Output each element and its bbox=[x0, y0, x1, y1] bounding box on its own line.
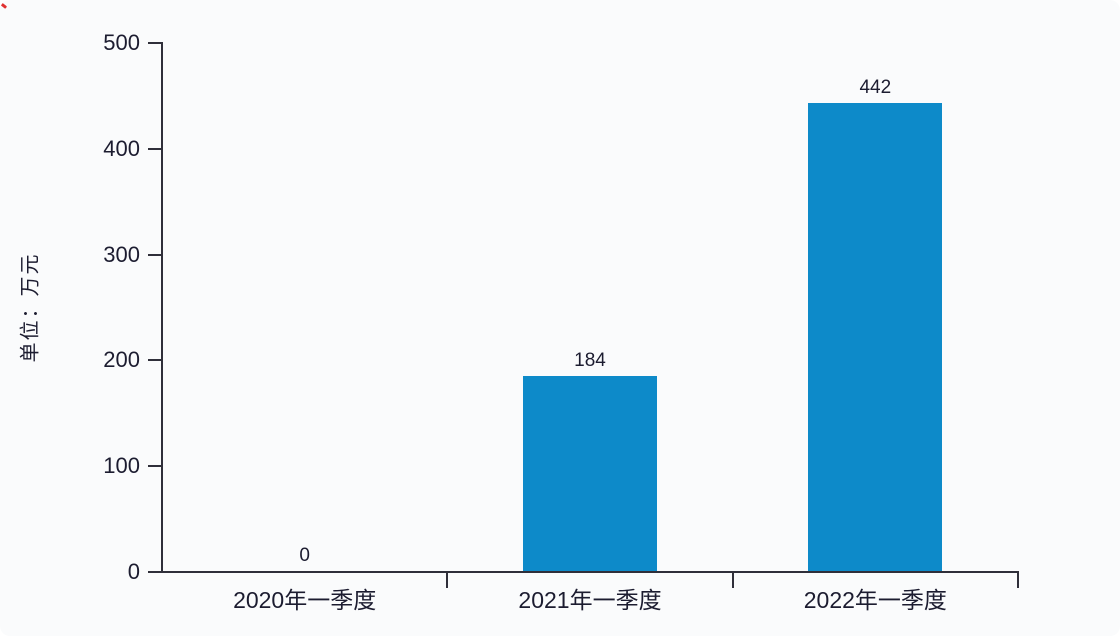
y-axis-tick bbox=[148, 359, 162, 362]
x-axis-category-label: 2020年一季度 bbox=[233, 587, 377, 613]
x-axis-tick bbox=[731, 573, 734, 588]
bar-2021年一季度 bbox=[523, 376, 657, 571]
y-axis-tick-label: 100 bbox=[103, 453, 140, 479]
bar-value-label: 0 bbox=[299, 545, 310, 566]
bar-2022年一季度 bbox=[808, 103, 943, 571]
y-axis-tick bbox=[148, 465, 162, 468]
y-axis-title: 单位：万元 bbox=[19, 252, 42, 363]
y-axis-tick-label: 200 bbox=[103, 347, 140, 373]
y-axis-tick-label: 300 bbox=[103, 241, 140, 267]
bar-value-label: 184 bbox=[574, 350, 606, 371]
bar-value-label: 442 bbox=[859, 77, 892, 98]
x-axis-category-label: 2022年一季度 bbox=[803, 587, 947, 613]
x-axis-line bbox=[161, 571, 1019, 573]
y-axis-line bbox=[161, 42, 163, 573]
y-axis-tick-label: 400 bbox=[103, 135, 140, 161]
x-axis-tick bbox=[1017, 573, 1019, 588]
y-axis-tick bbox=[148, 42, 162, 44]
corner-artifact bbox=[0, 1, 8, 9]
x-axis-tick bbox=[446, 573, 449, 588]
y-axis-tick-label: 0 bbox=[127, 559, 140, 584]
x-axis-category-label: 2021年一季度 bbox=[518, 587, 662, 613]
y-axis-tick-label: 500 bbox=[103, 30, 140, 55]
y-axis-tick bbox=[148, 253, 162, 256]
y-axis-tick bbox=[148, 571, 162, 573]
y-axis-tick bbox=[148, 147, 162, 150]
